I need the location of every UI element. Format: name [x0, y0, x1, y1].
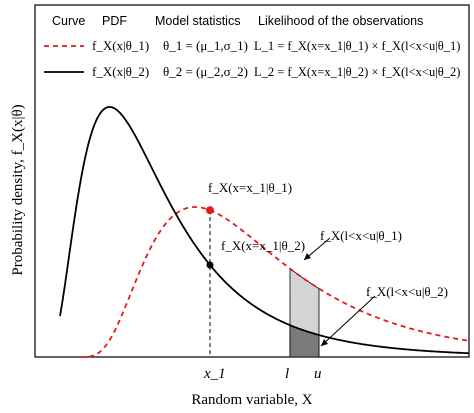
series-line-theta2 — [59, 106, 469, 355]
legend-model-1: θ_1 = (μ_1,σ_1) — [163, 38, 248, 53]
x-tick-x1: x_1 — [203, 366, 226, 382]
annotation-point2: f_X(x=x_1|θ_2) — [221, 238, 305, 253]
y-axis-label: Probability density, f_X(x|θ) — [10, 104, 26, 275]
header-pdf: PDF — [102, 14, 127, 28]
series-line-theta1 — [80, 206, 470, 358]
legend-pdf-1: f_X(x|θ_1) — [92, 38, 149, 53]
point-theta1 — [206, 206, 214, 215]
annotation-point1: f_X(x=x_1|θ_1) — [208, 180, 292, 195]
legend-likelihood-2: L_2 = f_X(x=x_1|θ_2) × f_X(l<x<u|θ_2) — [254, 65, 460, 79]
legend-model-2: θ_2 = (μ_2,σ_2) — [163, 64, 248, 79]
legend-likelihood-1: L_1 = f_X(x=x_1|θ_1) × f_X(l<x<u|θ_1) — [254, 39, 460, 53]
legend-pdf-2: f_X(x|θ_2) — [92, 64, 149, 79]
point-theta2 — [206, 261, 214, 269]
arrow-area2 — [320, 295, 376, 347]
header-model: Model statistics — [155, 14, 240, 28]
plot-frame — [34, 4, 470, 358]
arrow-area1 — [303, 237, 331, 261]
header-likelihood: Likelihood of the observations — [258, 14, 423, 28]
annotation-area2: f_X(l<x<u|θ_2) — [366, 284, 448, 299]
x-tick-u: u — [314, 366, 322, 382]
header-curve: Curve — [52, 14, 85, 28]
x-axis-label: Random variable, X — [191, 392, 312, 408]
annotation-area1: f_X(l<x<u|θ_1) — [320, 228, 402, 243]
x-tick-l: l — [285, 366, 289, 382]
